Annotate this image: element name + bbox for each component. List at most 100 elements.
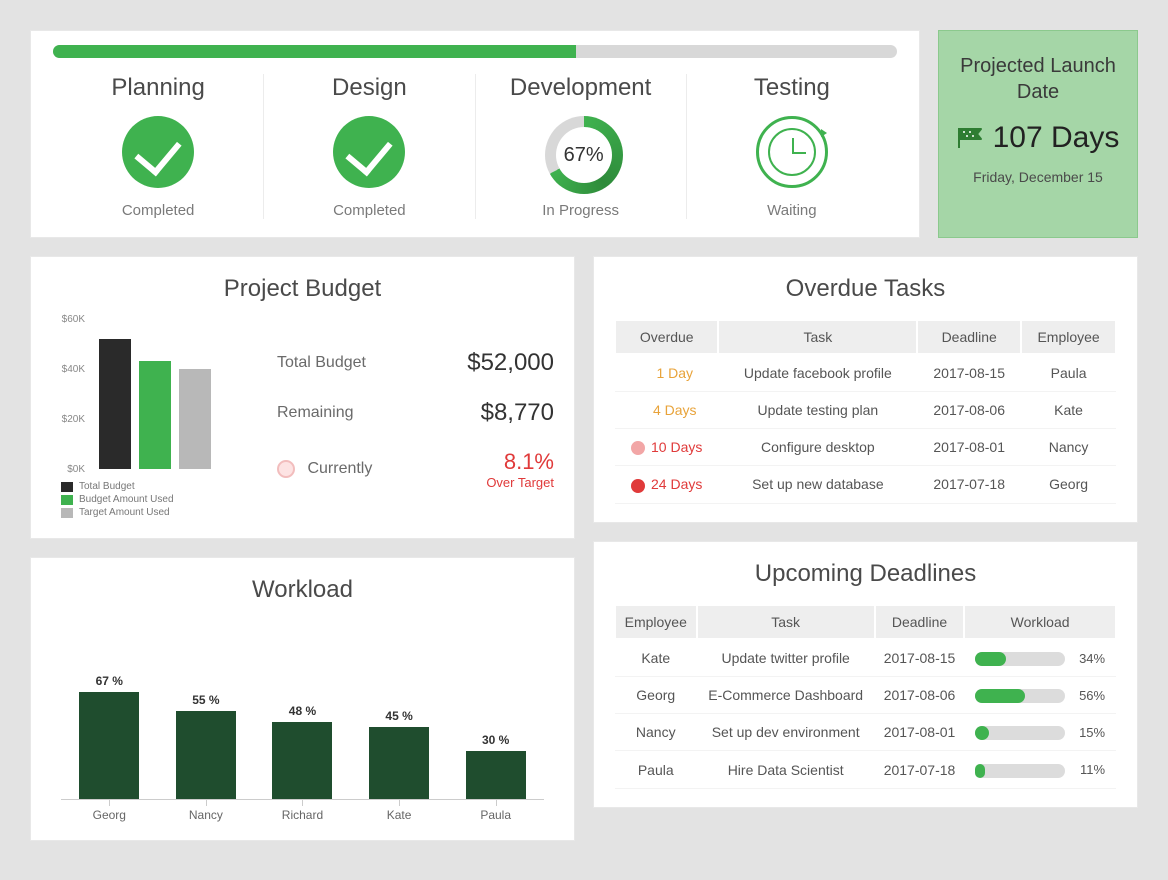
phase-title: Testing [691,74,893,102]
upcoming-deadline: 2017-08-01 [875,714,964,751]
budget-ytick: $0K [49,464,85,475]
launch-days: 107 Days [993,121,1120,155]
upcoming-deadline: 2017-07-18 [875,751,964,788]
phase-title: Design [268,74,470,102]
severity-dot-icon [631,441,645,455]
overdue-days: 4 Days [615,392,718,429]
budget-ytick: $20K [49,414,85,425]
budget-total-value: $52,000 [467,349,554,377]
workload-bar: 48 % [264,704,341,799]
budget-over-target: 8.1% Over Target [486,449,554,490]
overdue-col-header: Task [718,320,917,354]
phase-status: In Progress [480,202,682,219]
budget-remaining-value: $8,770 [481,399,554,427]
upcoming-table: EmployeeTaskDeadlineWorkload KateUpdate … [614,604,1117,789]
clock-icon [756,116,828,188]
overdue-table: OverdueTaskDeadlineEmployee 1 DayUpdate … [614,319,1117,504]
phase-title: Development [480,74,682,102]
legend-item: Budget Amount Used [61,494,261,505]
flag-icon [957,126,985,150]
budget-card: Project Budget $0K$20K$40K$60K Total Bud… [30,256,575,539]
table-row: GeorgE-Commerce Dashboard2017-08-0656% [615,676,1116,713]
upcoming-workload: 34% [964,639,1116,677]
workload-x-label: Georg [71,808,148,822]
overall-progress-track [53,45,897,58]
phase-development: Development 67% In Progress [476,74,687,219]
phases-card: PlanningCompletedDesignCompletedDevelopm… [30,30,920,238]
overdue-days: 1 Day [615,354,718,392]
upcoming-task: Set up dev environment [697,714,875,751]
table-row: NancySet up dev environment2017-08-0115% [615,714,1116,751]
check-icon [333,116,405,188]
upcoming-workload: 56% [964,676,1116,713]
overdue-deadline: 2017-08-06 [917,392,1021,429]
overdue-task: Configure desktop [718,429,917,466]
overdue-col-header: Overdue [615,320,718,354]
workload-value-label: 55 % [168,693,245,707]
workload-x-label: Richard [264,808,341,822]
overdue-card: Overdue Tasks OverdueTaskDeadlineEmploye… [593,256,1138,523]
over-target-dot-icon [277,460,295,478]
table-row: 24 DaysSet up new database2017-07-18Geor… [615,466,1116,503]
upcoming-task: E-Commerce Dashboard [697,676,875,713]
budget-info: Total Budget $52,000 Remaining $8,770 Cu… [277,319,554,520]
legend-swatch-icon [61,495,73,505]
workload-x-label: Kate [361,808,438,822]
severity-dot-icon [631,479,645,493]
phase-status: Waiting [691,202,893,219]
upcoming-col-header: Task [697,605,875,639]
workload-card: Workload 67 %55 %48 %45 %30 % GeorgNancy… [30,557,575,841]
budget-total-label: Total Budget [277,354,366,372]
upcoming-employee: Kate [615,639,697,677]
progress-donut-icon: 67% [545,116,623,194]
overdue-task: Update facebook profile [718,354,917,392]
overall-progress-fill [53,45,576,58]
phase-design: DesignCompleted [264,74,475,219]
workload-x-label: Nancy [168,808,245,822]
overdue-employee: Paula [1021,354,1116,392]
overdue-col-header: Deadline [917,320,1021,354]
overdue-task: Update testing plan [718,392,917,429]
launch-title: Projected Launch Date [951,53,1125,105]
upcoming-col-header: Workload [964,605,1116,639]
legend-item: Target Amount Used [61,507,261,518]
overdue-days: 24 Days [615,466,718,503]
budget-ytick: $60K [49,314,85,325]
upcoming-card: Upcoming Deadlines EmployeeTaskDeadlineW… [593,541,1138,808]
workload-value-label: 67 % [71,674,148,688]
phase-planning: PlanningCompleted [53,74,264,219]
overdue-deadline: 2017-07-18 [917,466,1021,503]
legend-swatch-icon [61,482,73,492]
workload-value-label: 30 % [457,733,534,747]
legend-swatch-icon [61,508,73,518]
budget-bar [139,361,171,469]
table-row: 4 DaysUpdate testing plan2017-08-06Kate [615,392,1116,429]
table-row: KateUpdate twitter profile2017-08-1534% [615,639,1116,677]
upcoming-deadline: 2017-08-06 [875,676,964,713]
upcoming-employee: Nancy [615,714,697,751]
upcoming-employee: Paula [615,751,697,788]
overdue-col-header: Employee [1021,320,1116,354]
budget-bar [99,339,131,469]
upcoming-col-header: Deadline [875,605,964,639]
workload-bar: 45 % [361,709,438,799]
upcoming-workload: 11% [964,751,1116,788]
workload-chart: 67 % 55 % 48 % 45 % 30 % [61,620,544,800]
workload-bar: 30 % [457,733,534,799]
legend-item: Total Budget [61,481,261,492]
workload-value-label: 45 % [361,709,438,723]
upcoming-col-header: Employee [615,605,697,639]
workload-bar: 55 % [168,693,245,799]
upcoming-deadline: 2017-08-15 [875,639,964,677]
upcoming-task: Hire Data Scientist [697,751,875,788]
overdue-deadline: 2017-08-15 [917,354,1021,392]
table-row: PaulaHire Data Scientist2017-07-1811% [615,751,1116,788]
check-icon [122,116,194,188]
upcoming-employee: Georg [615,676,697,713]
overdue-days: 10 Days [615,429,718,466]
overdue-employee: Kate [1021,392,1116,429]
overdue-employee: Nancy [1021,429,1116,466]
table-row: 1 DayUpdate facebook profile2017-08-15Pa… [615,354,1116,392]
upcoming-workload: 15% [964,714,1116,751]
launch-card: Projected Launch Date 107 Days Friday, D… [938,30,1138,238]
